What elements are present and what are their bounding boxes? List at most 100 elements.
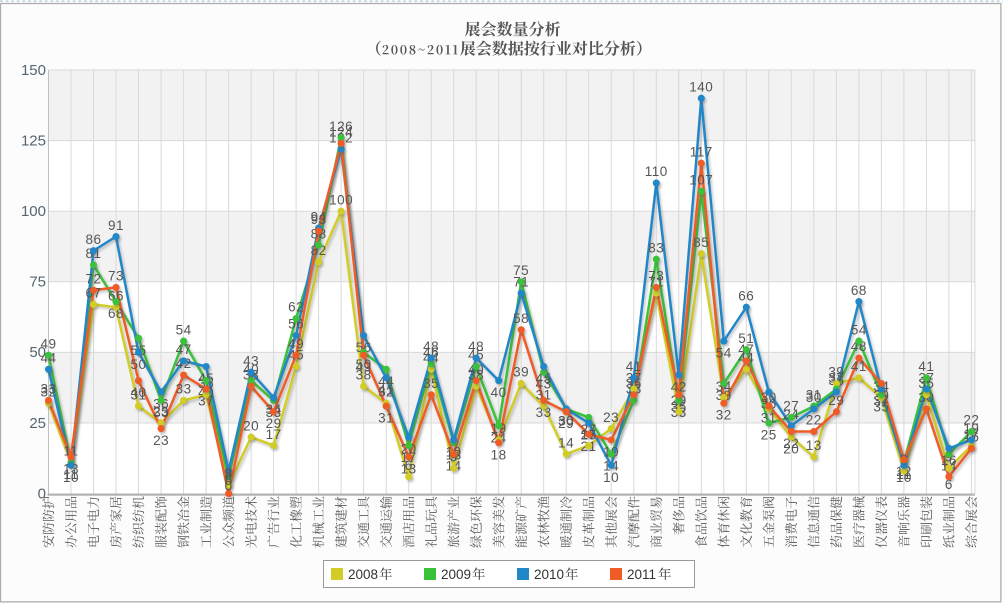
svg-text:66: 66 — [108, 288, 124, 303]
svg-text:30: 30 — [558, 413, 574, 428]
svg-text:62: 62 — [288, 300, 304, 315]
svg-text:11: 11 — [63, 444, 78, 459]
svg-text:124: 124 — [329, 125, 353, 140]
svg-text:75: 75 — [29, 274, 46, 291]
svg-text:35: 35 — [918, 376, 934, 391]
svg-text:49: 49 — [40, 336, 56, 351]
svg-text:33: 33 — [536, 405, 552, 420]
svg-text:35: 35 — [873, 399, 889, 414]
svg-text:45: 45 — [536, 371, 552, 386]
svg-text:49: 49 — [356, 360, 372, 375]
svg-text:3: 3 — [225, 466, 233, 481]
svg-text:30: 30 — [806, 390, 822, 405]
svg-text:29: 29 — [558, 416, 574, 431]
svg-text:41: 41 — [918, 359, 934, 374]
svg-text:56: 56 — [288, 317, 304, 332]
svg-text:140: 140 — [689, 79, 713, 94]
svg-text:71: 71 — [648, 274, 664, 289]
svg-text:2008: 2008 — [348, 567, 378, 582]
svg-text:48: 48 — [851, 339, 867, 354]
svg-text:73: 73 — [108, 269, 124, 284]
svg-text:25: 25 — [761, 428, 777, 443]
svg-text:35: 35 — [423, 376, 439, 391]
svg-text:6: 6 — [945, 477, 953, 492]
svg-text:58: 58 — [513, 311, 529, 326]
svg-text:32: 32 — [378, 384, 394, 399]
svg-text:37: 37 — [828, 370, 844, 385]
svg-text:43: 43 — [243, 353, 259, 368]
svg-text:31: 31 — [761, 411, 777, 426]
svg-text:6: 6 — [225, 473, 233, 488]
svg-text:31: 31 — [536, 387, 552, 402]
svg-text:30: 30 — [558, 413, 574, 428]
svg-text:150: 150 — [21, 62, 46, 79]
svg-text:8: 8 — [225, 468, 233, 483]
svg-text:41: 41 — [851, 359, 867, 374]
svg-text:35: 35 — [671, 399, 687, 414]
svg-text:42: 42 — [671, 380, 687, 395]
svg-text:31: 31 — [378, 411, 394, 426]
svg-text:30: 30 — [761, 390, 777, 405]
svg-text:93: 93 — [311, 212, 327, 227]
svg-text:25: 25 — [153, 404, 169, 419]
svg-text:82: 82 — [311, 243, 327, 258]
svg-text:32: 32 — [716, 408, 732, 423]
svg-text:50: 50 — [29, 344, 46, 361]
svg-text:29: 29 — [266, 416, 282, 431]
svg-text:83: 83 — [648, 240, 664, 255]
svg-text:2009: 2009 — [441, 567, 471, 582]
svg-text:2011: 2011 — [627, 567, 656, 582]
svg-text:46: 46 — [423, 345, 439, 360]
svg-text:0: 0 — [225, 479, 233, 494]
svg-text:40: 40 — [491, 385, 507, 400]
svg-text:22: 22 — [963, 413, 979, 428]
svg-text:41: 41 — [378, 382, 394, 397]
svg-text:31: 31 — [806, 387, 822, 402]
svg-text:110: 110 — [645, 164, 668, 179]
svg-text:91: 91 — [108, 218, 124, 233]
svg-text:33: 33 — [153, 405, 169, 420]
svg-text:43: 43 — [536, 377, 552, 392]
svg-text:125: 125 — [21, 132, 46, 149]
svg-text:47: 47 — [176, 342, 192, 357]
svg-text:13: 13 — [401, 461, 417, 476]
svg-text:20: 20 — [243, 418, 259, 433]
svg-text:33: 33 — [176, 382, 192, 397]
svg-text:56: 56 — [356, 340, 372, 355]
svg-text:100: 100 — [21, 203, 46, 220]
svg-text:10: 10 — [603, 470, 619, 485]
svg-text:126: 126 — [329, 119, 353, 134]
svg-text:73: 73 — [648, 269, 664, 284]
svg-text:48: 48 — [468, 339, 484, 354]
svg-text:72: 72 — [85, 272, 101, 287]
svg-text:49: 49 — [288, 336, 304, 351]
svg-text:85: 85 — [693, 235, 709, 250]
svg-text:39: 39 — [828, 365, 844, 380]
svg-text:20: 20 — [783, 442, 799, 457]
svg-text:27: 27 — [783, 399, 799, 414]
svg-text:41: 41 — [626, 359, 642, 374]
svg-text:68: 68 — [851, 283, 867, 298]
svg-text:18: 18 — [491, 447, 507, 462]
svg-text:10: 10 — [63, 470, 79, 485]
svg-text:14: 14 — [558, 435, 574, 450]
svg-text:22: 22 — [806, 413, 822, 428]
svg-text:39: 39 — [513, 365, 529, 380]
svg-text:31: 31 — [130, 387, 146, 402]
svg-text:51: 51 — [738, 331, 754, 346]
svg-text:50: 50 — [356, 357, 372, 372]
svg-text:94: 94 — [311, 209, 327, 224]
svg-text:37: 37 — [198, 394, 214, 409]
svg-text:17: 17 — [266, 427, 282, 442]
svg-text:54: 54 — [716, 346, 732, 361]
svg-text:117: 117 — [690, 144, 713, 159]
svg-text:10: 10 — [896, 470, 912, 485]
svg-text:2010: 2010 — [534, 567, 564, 582]
svg-text:33: 33 — [40, 382, 56, 397]
svg-text:48: 48 — [423, 339, 439, 354]
svg-text:54: 54 — [176, 322, 192, 337]
svg-text:29: 29 — [828, 393, 844, 408]
svg-text:38: 38 — [468, 368, 484, 383]
svg-text:32: 32 — [40, 384, 56, 399]
svg-text:86: 86 — [85, 232, 101, 247]
